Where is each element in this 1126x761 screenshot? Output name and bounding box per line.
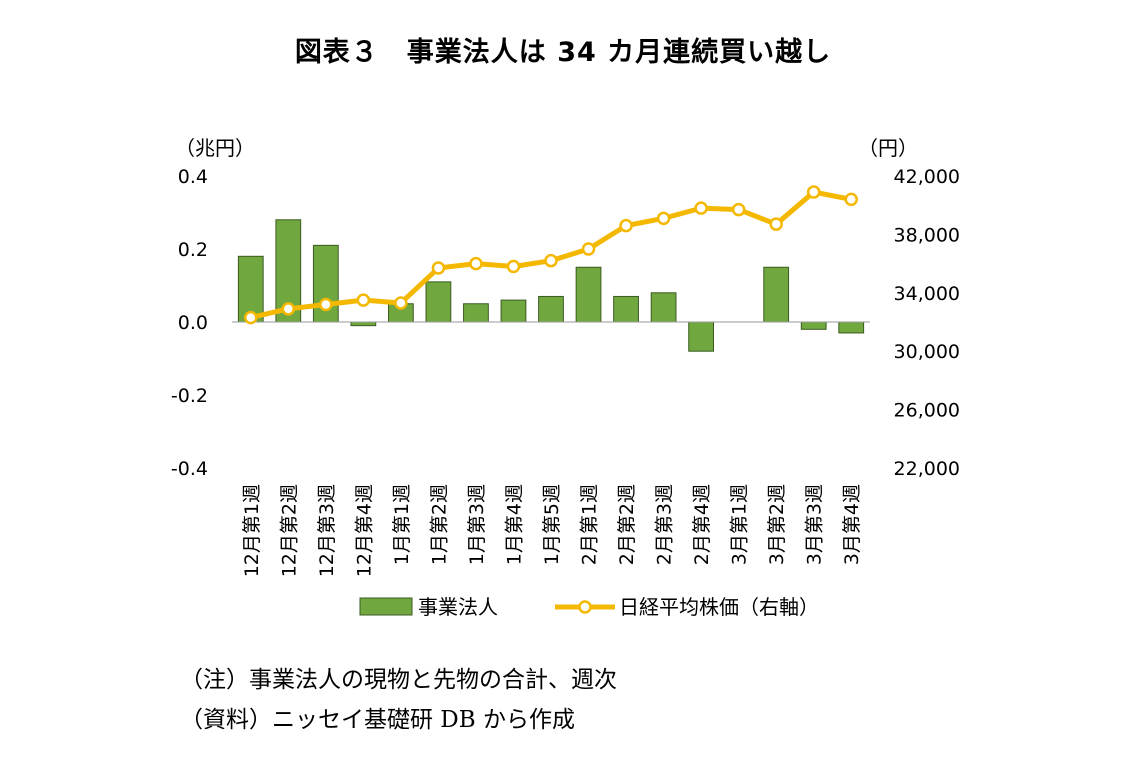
- bar: [688, 321, 715, 352]
- nikkei-point: [356, 293, 371, 307]
- right-tick-label: 30,000: [894, 341, 960, 363]
- line-series: [244, 185, 858, 325]
- legend: 事業法人 日経平均株価（右軸）: [359, 595, 819, 619]
- x-tick-label: 3月第3週: [804, 484, 826, 565]
- x-tick-label: 1月第5週: [541, 484, 563, 565]
- left-tick-label: 0.0: [178, 312, 208, 334]
- nikkei-point: [394, 296, 408, 310]
- nikkei-point: [731, 202, 746, 217]
- bar: [425, 281, 452, 323]
- x-tick-label: 12月第1週: [241, 484, 263, 577]
- nikkei-point: [244, 310, 258, 325]
- nikkei-point: [281, 302, 296, 316]
- legend-bar-label: 事業法人: [418, 595, 498, 619]
- bar: [500, 299, 527, 323]
- legend-line-label: 日経平均株価（右軸）: [619, 595, 819, 619]
- chart: （兆円） （円） 0.4 0.2 0.0 -0.2 -0.4 42,000 38,000 3…: [171, 136, 960, 619]
- chart-source: （資料）ニッセイ基礎研 DB から作成: [180, 707, 575, 733]
- x-tick-label: 2月第3週: [654, 484, 676, 565]
- chart-note: （注）事業法人の現物と先物の合計、週次: [180, 667, 617, 693]
- x-tick-label: 1月第1週: [391, 484, 413, 565]
- left-axis-unit: （兆円）: [175, 136, 255, 160]
- left-axis-ticks: 0.4 0.2 0.0 -0.2 -0.4: [171, 166, 208, 480]
- x-tick-label: 12月第4週: [353, 484, 375, 577]
- nikkei-point: [656, 211, 671, 226]
- right-tick-label: 22,000: [894, 458, 960, 480]
- bar: [538, 295, 564, 323]
- nikkei-point: [544, 253, 558, 268]
- nikkei-point: [431, 261, 446, 275]
- x-tick-label: 2月第2週: [616, 484, 638, 565]
- x-axis-labels: 12月第1週 12月第2週 12月第3週 12月第4週 1月第1週 1月第2週 1月第3週 1…: [241, 484, 863, 577]
- bar-series: [237, 219, 865, 352]
- nikkei-point: [581, 242, 596, 256]
- nikkei-point: [506, 259, 521, 274]
- nikkei-point: [469, 256, 483, 271]
- x-tick-label: 12月第2週: [278, 484, 300, 577]
- x-tick-label: 1月第4週: [503, 484, 525, 565]
- nikkei-point: [694, 201, 708, 215]
- nikkei-point: [619, 218, 633, 233]
- right-tick-label: 34,000: [894, 283, 960, 305]
- legend-bar-swatch: [359, 597, 413, 616]
- bar: [763, 266, 790, 323]
- left-tick-label: 0.2: [178, 239, 208, 261]
- nikkei-point: [806, 185, 821, 199]
- left-tick-label: -0.2: [171, 385, 208, 407]
- x-tick-label: 1月第3週: [466, 484, 488, 565]
- right-axis-unit: （円）: [858, 136, 918, 160]
- nikkei-point: [769, 217, 783, 231]
- right-tick-label: 42,000: [894, 166, 960, 188]
- x-tick-label: 12月第3週: [316, 484, 338, 577]
- legend-line-marker: [578, 600, 592, 614]
- x-tick-label: 3月第2週: [766, 484, 788, 565]
- x-tick-label: 2月第1週: [579, 484, 601, 565]
- bar: [350, 321, 377, 327]
- bar: [838, 321, 865, 334]
- x-tick-label: 2月第4週: [691, 484, 713, 565]
- bar: [800, 321, 827, 330]
- x-tick-label: 3月第4週: [841, 484, 863, 565]
- nikkei-point: [844, 192, 858, 207]
- nikkei-point: [319, 297, 333, 312]
- right-tick-label: 26,000: [894, 400, 960, 422]
- bar: [575, 266, 602, 323]
- chart-title: 図表３ 事業法人は 34 カ月連続買い越し: [294, 37, 832, 68]
- left-tick-label: -0.4: [171, 458, 208, 480]
- bar: [650, 292, 677, 323]
- left-tick-label: 0.4: [178, 166, 208, 188]
- x-tick-label: 3月第1週: [729, 484, 751, 565]
- right-axis-ticks: 42,000 38,000 34,000 30,000 26,000 22,000: [894, 166, 960, 480]
- bar: [463, 303, 489, 323]
- x-tick-label: 1月第2週: [428, 484, 450, 565]
- bar: [613, 295, 639, 323]
- right-tick-label: 38,000: [894, 224, 960, 246]
